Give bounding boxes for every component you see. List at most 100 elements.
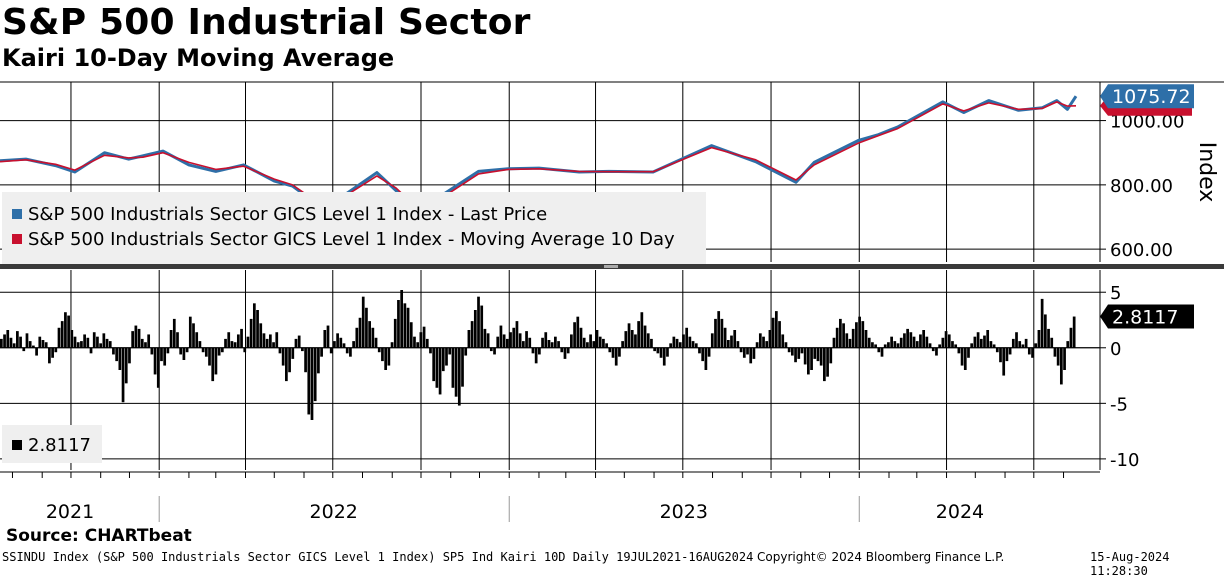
kairi-bar-144: [461, 347, 464, 387]
kairi-bar-164: [525, 331, 528, 348]
kairi-bar-137: [438, 347, 442, 395]
tick-labels: 600.00 800.00 1000.00 5 0 -5 -10 Index 2021 2022 2…: [46, 112, 1219, 523]
kairi-bar-241: [771, 317, 775, 348]
kairi-bar-162: [518, 333, 522, 348]
kairi-bar-265: [848, 338, 852, 348]
kairi-bar-19: [60, 321, 64, 348]
kairi-bar-129: [413, 336, 416, 348]
kairi-bar-46: [147, 334, 151, 348]
kairi-bar-200: [640, 312, 644, 348]
kairi-bar-31: [99, 343, 102, 348]
kairi-bar-203: [650, 338, 653, 348]
ytick-label-upper-0: 600.00: [1110, 240, 1173, 261]
kairi-bar-104: [333, 341, 336, 348]
kairi-bar-80: [256, 310, 259, 348]
price-last-tag-label: 1075.72: [1112, 86, 1191, 108]
kairi-bar-8: [25, 333, 29, 348]
ytick-label-upper-1: 800.00: [1110, 176, 1173, 197]
kairi-bar-206: [659, 347, 663, 358]
kairi-bar-128: [409, 322, 413, 348]
kairi-bar-317: [1015, 332, 1018, 348]
kairi-bar-133: [425, 338, 429, 348]
kairi-bar-237: [758, 333, 762, 348]
kairi-bar-172: [550, 342, 554, 348]
kairi-bar-260: [832, 337, 836, 348]
kairi-bar-290: [928, 343, 932, 348]
kairi-bar-255: [816, 347, 820, 362]
legend-item-ma: S&P 500 Industrials Sector GICS Level 1 …: [12, 229, 675, 250]
kairi-bar-47: [150, 347, 154, 355]
kairi-bar-266: [851, 328, 855, 348]
kairi-bar-183: [586, 342, 589, 348]
kairi-bar-5: [16, 331, 19, 348]
kairi-bar-182: [582, 337, 586, 348]
legend-item-kairi: 2.8117: [12, 435, 91, 456]
kairi-bar-68: [217, 347, 221, 356]
kairi-bar-50: [160, 347, 163, 362]
kairi-bar-12: [38, 336, 42, 348]
kairi-bar-99: [317, 347, 320, 374]
kairi-bar-101: [323, 330, 327, 348]
kairi-bar-93: [297, 335, 301, 348]
kairi-bar-84: [269, 334, 272, 348]
kairi-bar-234: [749, 347, 753, 364]
kairi-bar-25: [80, 341, 83, 348]
kairi-bar-184: [589, 334, 592, 348]
kairi-bar-333: [1066, 341, 1070, 348]
kairi-bar-150: [480, 305, 484, 348]
kairi-bar-186: [595, 330, 599, 348]
lower-gridlines: [0, 270, 1100, 470]
kairi-bar-72: [230, 341, 234, 348]
kairi-bar-175: [560, 347, 564, 353]
kairi-bar-289: [925, 336, 929, 348]
kairi-bar-314: [1005, 347, 1009, 362]
kairi-bar-44: [140, 338, 144, 348]
kairi-bar-102: [326, 325, 330, 348]
kairi-bar-224: [717, 311, 721, 348]
kairi-bar-217: [694, 343, 698, 348]
kairi-bar-287: [919, 334, 922, 348]
kairi-bar-90: [288, 347, 291, 373]
kairi-bar-297: [951, 341, 954, 348]
kairi-bar-179: [573, 322, 576, 348]
kairi-bar-119: [381, 347, 384, 362]
kairi-bar-211: [675, 338, 679, 348]
kairi-bar-20: [64, 312, 67, 348]
kairi-bar-85: [272, 342, 275, 348]
kairi-bar-38: [121, 347, 125, 403]
kairi-bar-52: [166, 347, 170, 354]
kairi-bar-65: [208, 347, 211, 366]
kairi-bar-36: [115, 347, 119, 362]
kairi-bar-30: [96, 336, 99, 348]
kairi-bar-106: [339, 337, 343, 348]
kairi-bar-6: [19, 336, 22, 348]
kairi-bar-316: [1011, 338, 1015, 348]
kairi-bar-27: [86, 337, 90, 348]
kairi-bar-226: [723, 327, 727, 348]
x-tick-label-0: 2021: [46, 501, 94, 523]
kairi-bar-312: [999, 347, 1002, 363]
kairi-bar-127: [406, 307, 410, 348]
kairi-bar-320: [1024, 338, 1028, 348]
kairi-bar-114: [365, 307, 368, 348]
kairi-bar-208: [666, 347, 669, 357]
kairi-bar-307: [983, 335, 986, 348]
footer-copyright: Copyright© 2024 Bloomberg Finance L.P.: [757, 550, 1005, 564]
kairi-bar-230: [736, 341, 740, 348]
kairi-bar-207: [662, 347, 666, 366]
kairi-bar-148: [473, 310, 477, 348]
kairi-bar-121: [387, 347, 391, 366]
kairi-bar-116: [371, 327, 375, 348]
ytick-label-upper-2: 1000.00: [1110, 112, 1184, 133]
kairi-bar-105: [336, 333, 339, 348]
kairi-bar-271: [867, 337, 871, 348]
kairi-bar-71: [227, 332, 231, 348]
kairi-bar-301: [963, 347, 967, 370]
kairi-bar-281: [899, 337, 903, 348]
lower-legend: 2.8117: [2, 425, 102, 463]
kairi-bar-229: [733, 330, 737, 348]
axes: [0, 81, 1224, 522]
kairi-bar-247: [790, 347, 794, 356]
kairi-bar-32: [102, 333, 106, 348]
kairi-bar-294: [941, 337, 945, 348]
